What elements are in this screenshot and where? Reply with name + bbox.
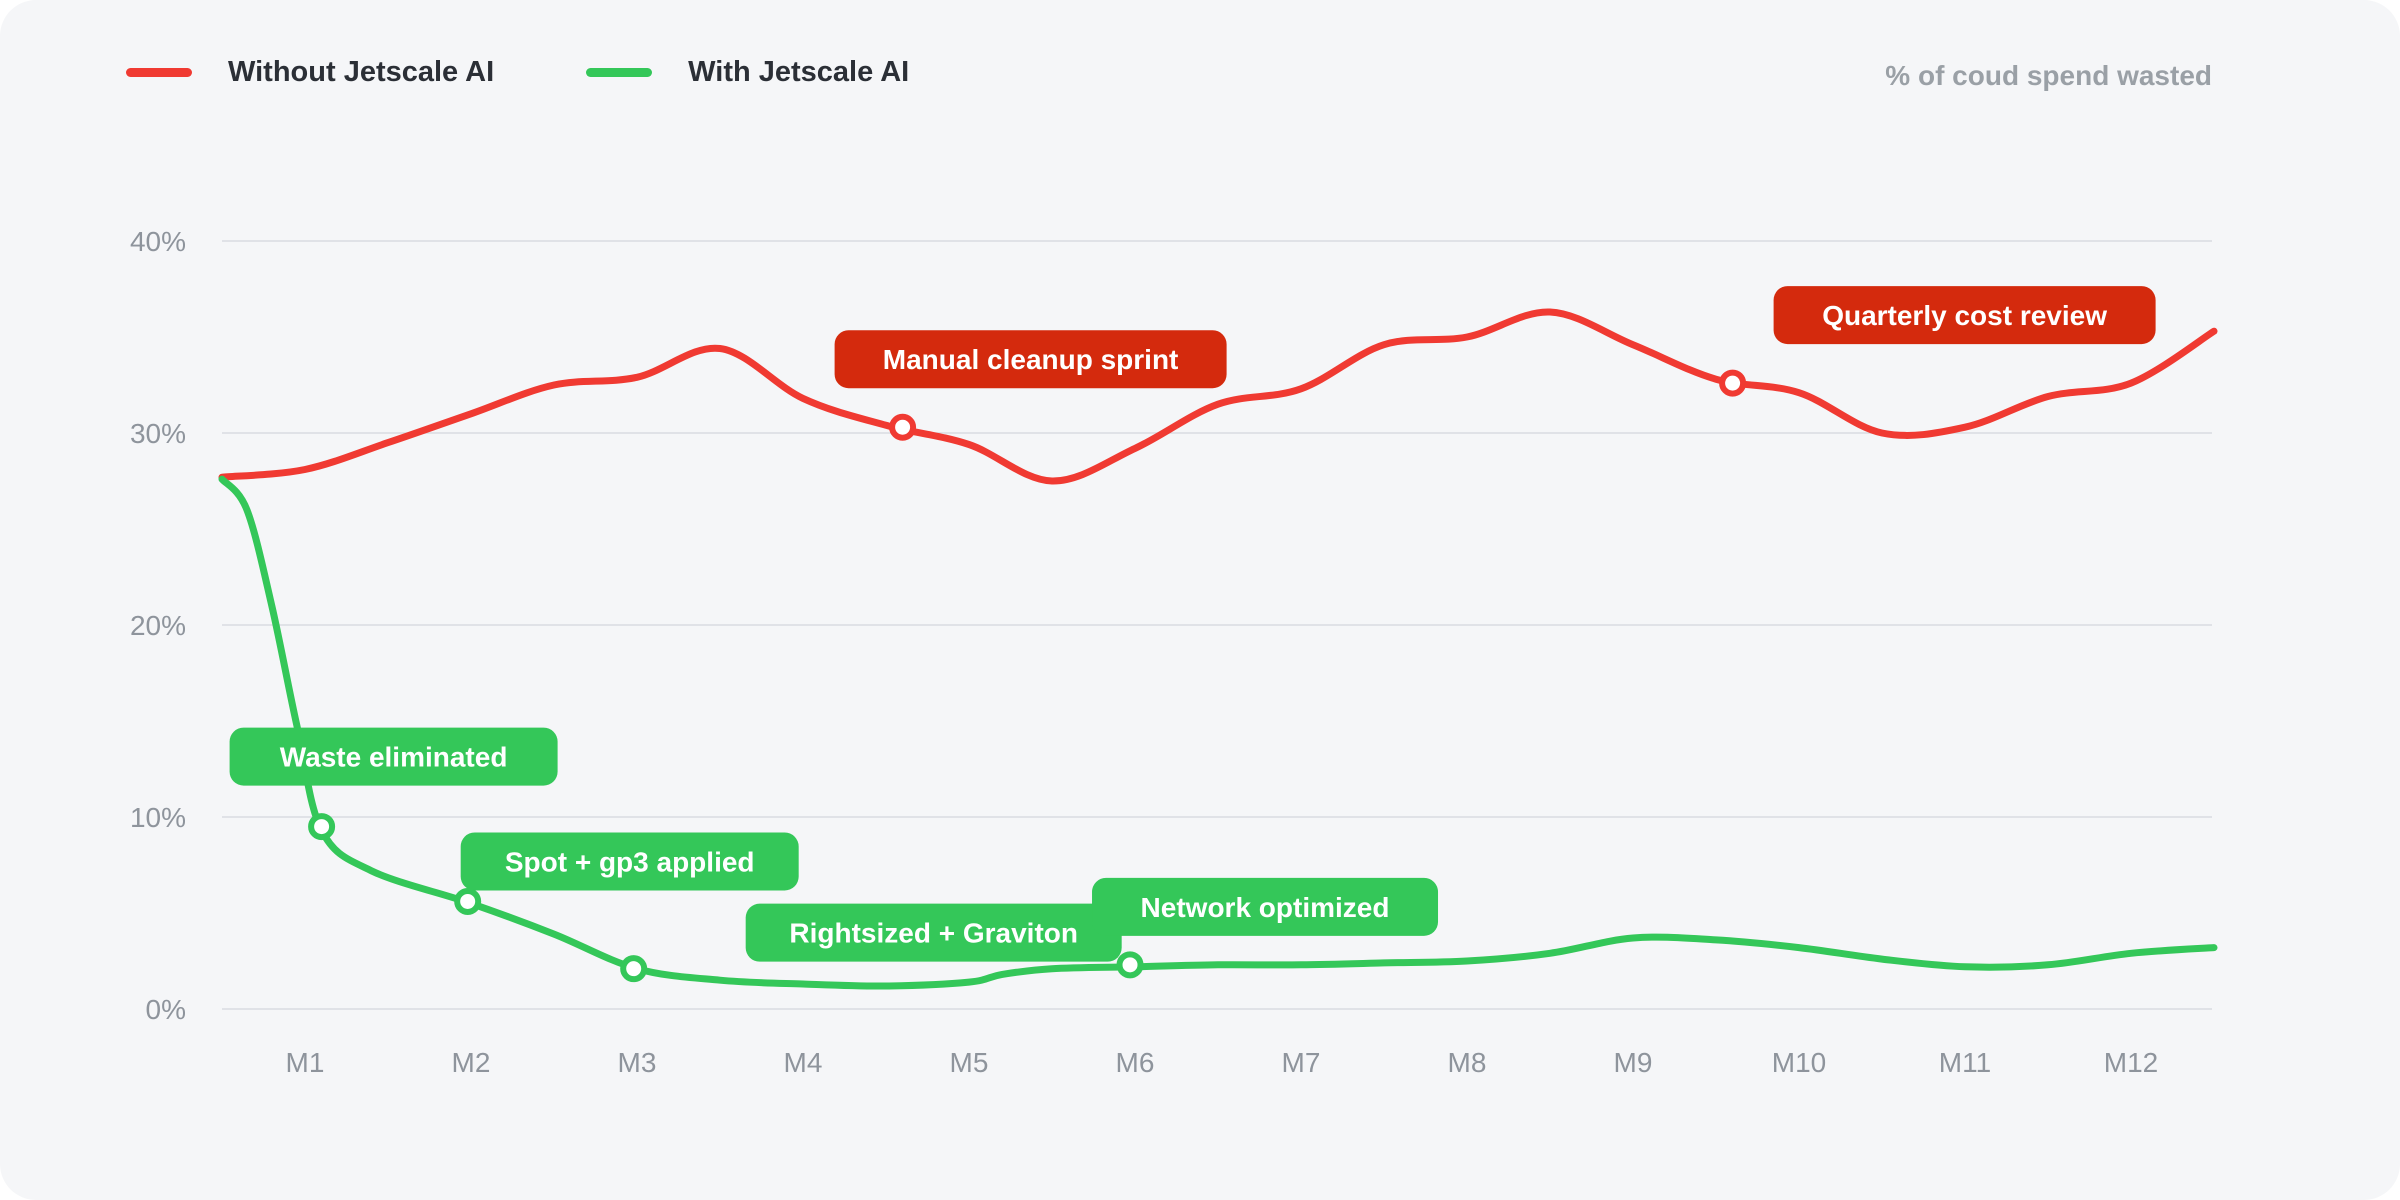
annotation-layer: Manual cleanup sprint Quarterly cost revi… bbox=[229, 286, 2156, 983]
x-tick-label: M3 bbox=[618, 1047, 657, 1078]
annotation-marker bbox=[454, 887, 482, 915]
x-tick-label: M10 bbox=[1772, 1047, 1826, 1078]
annotation-label-box bbox=[1773, 286, 2156, 345]
y-tick-label: 0% bbox=[146, 994, 186, 1025]
series-line-with-jetscale bbox=[218, 475, 2218, 990]
x-tick-label: M2 bbox=[452, 1047, 491, 1078]
annotation-label-box bbox=[460, 832, 799, 891]
annotation-marker bbox=[1719, 369, 1747, 397]
x-tick-label: M6 bbox=[1116, 1047, 1155, 1078]
legend-swatch-with bbox=[586, 68, 653, 77]
unit-label: % of coud spend wasted bbox=[1885, 60, 2212, 91]
legend-item-with: With Jetscale AI bbox=[586, 56, 909, 89]
annotation-label: Network optimized bbox=[1141, 892, 1390, 923]
legend-label-with: With Jetscale AI bbox=[688, 56, 910, 88]
annotation-label: Rightsized + Graviton bbox=[789, 918, 1078, 949]
x-tick-label: M1 bbox=[286, 1047, 325, 1078]
annotation-label-box bbox=[1092, 877, 1439, 936]
annotation-marker bbox=[889, 413, 917, 441]
annotation-label: Spot + gp3 applied bbox=[505, 846, 755, 877]
x-tick-label: M9 bbox=[1614, 1047, 1653, 1078]
annotation-marker bbox=[1116, 951, 1144, 979]
x-tick-label: M4 bbox=[784, 1047, 823, 1078]
axis-layer: 0% 10% 20% 30% 40% M1 M2 M3 M4 M5 M6 M7 M8 M9 M10 M11 M1… bbox=[130, 226, 2158, 1078]
y-tick-label: 40% bbox=[130, 226, 186, 257]
y-tick-label: 20% bbox=[130, 610, 186, 641]
annotation-label-box bbox=[745, 903, 1122, 962]
x-tick-label: M11 bbox=[1939, 1047, 1991, 1078]
x-tick-label: M5 bbox=[950, 1047, 989, 1078]
annotation-marker bbox=[308, 813, 336, 841]
legend: Without Jetscale AI With Jetscale AI bbox=[126, 56, 1001, 89]
legend-swatch-without bbox=[126, 68, 192, 77]
annotation-label: Quarterly cost review bbox=[1822, 300, 2107, 331]
annotation-label: Waste eliminated bbox=[280, 742, 508, 773]
legend-label-without: Without Jetscale AI bbox=[228, 56, 495, 88]
x-tick-label: M8 bbox=[1448, 1047, 1487, 1078]
series-layer bbox=[218, 308, 2218, 990]
annotation-label-box bbox=[229, 727, 558, 786]
series-line-without-jetscale bbox=[218, 308, 2218, 485]
y-tick-label: 30% bbox=[130, 418, 186, 449]
legend-item-without: Without Jetscale AI bbox=[126, 56, 494, 89]
annotation-label: Manual cleanup sprint bbox=[883, 344, 1179, 375]
annotation-marker bbox=[620, 955, 648, 983]
y-tick-label: 10% bbox=[130, 802, 186, 833]
x-tick-label: M7 bbox=[1282, 1047, 1321, 1078]
x-tick-label: M12 bbox=[2104, 1047, 2158, 1078]
annotation-label-box bbox=[834, 330, 1227, 389]
